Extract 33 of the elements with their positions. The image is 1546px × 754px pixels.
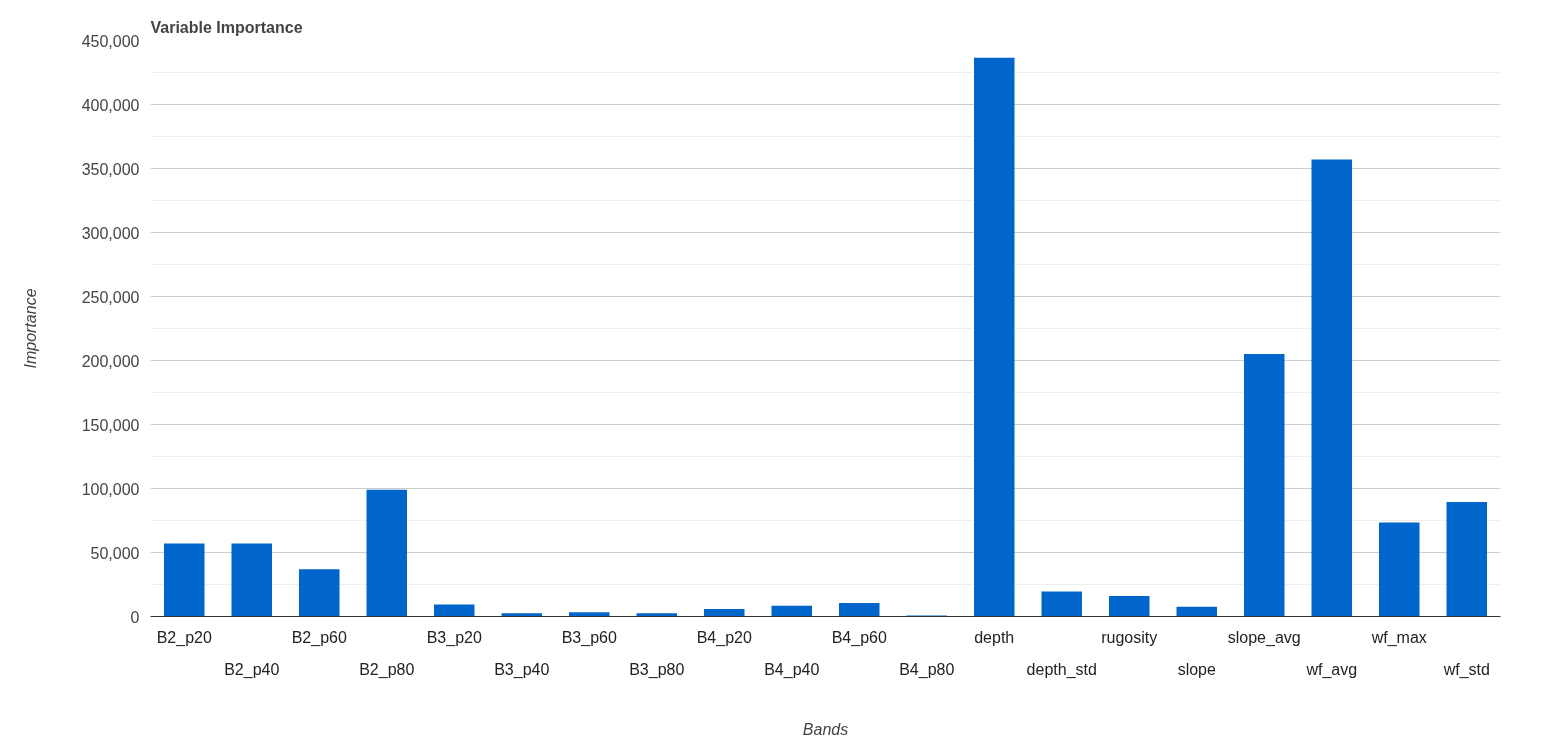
- x-axis-title: Bands: [802, 720, 849, 738]
- chart-title: Variable Importance: [150, 18, 303, 36]
- x-tick-label: slope: [1177, 660, 1216, 678]
- x-tick-label: B4_p20: [696, 628, 752, 647]
- y-tick-label: 300,000: [81, 224, 140, 242]
- y-tick-label: 0: [130, 608, 140, 626]
- x-tick-label: B2_p60: [291, 628, 347, 647]
- x-tick-label: B2_p20: [156, 628, 212, 647]
- y-tick-label: 400,000: [81, 96, 140, 114]
- x-tick-label: wf_max: [1370, 628, 1427, 647]
- y-tick-label: 150,000: [81, 416, 140, 434]
- x-tick-label: B2_p40: [224, 660, 280, 679]
- x-tick-label: B2_p80: [359, 660, 415, 679]
- x-tick-label: B4_p80: [899, 660, 955, 679]
- x-tick-label: rugosity: [1101, 628, 1158, 646]
- x-tick-label: B4_p40: [764, 660, 820, 679]
- x-tick-label: B3_p20: [426, 628, 482, 647]
- y-tick-label: 100,000: [81, 480, 140, 498]
- x-tick-label: slope_avg: [1227, 628, 1301, 647]
- y-tick-label: 450,000: [81, 32, 140, 50]
- y-tick-label: 350,000: [81, 160, 140, 178]
- x-tick-label: wf_avg: [1305, 660, 1358, 679]
- x-tick-label: B4_p60: [831, 628, 887, 647]
- y-tick-label: 50,000: [90, 544, 140, 562]
- x-tick-label: B3_p80: [629, 660, 685, 679]
- y-axis-title: Importance: [21, 288, 39, 369]
- x-tick-label: B3_p40: [494, 660, 550, 679]
- x-tick-label: B3_p60: [561, 628, 617, 647]
- y-tick-label: 250,000: [81, 288, 140, 306]
- x-tick-label: depth: [974, 628, 1015, 646]
- x-tick-label: wf_std: [1442, 660, 1490, 679]
- y-tick-label: 200,000: [81, 352, 140, 370]
- x-tick-label: depth_std: [1026, 660, 1097, 679]
